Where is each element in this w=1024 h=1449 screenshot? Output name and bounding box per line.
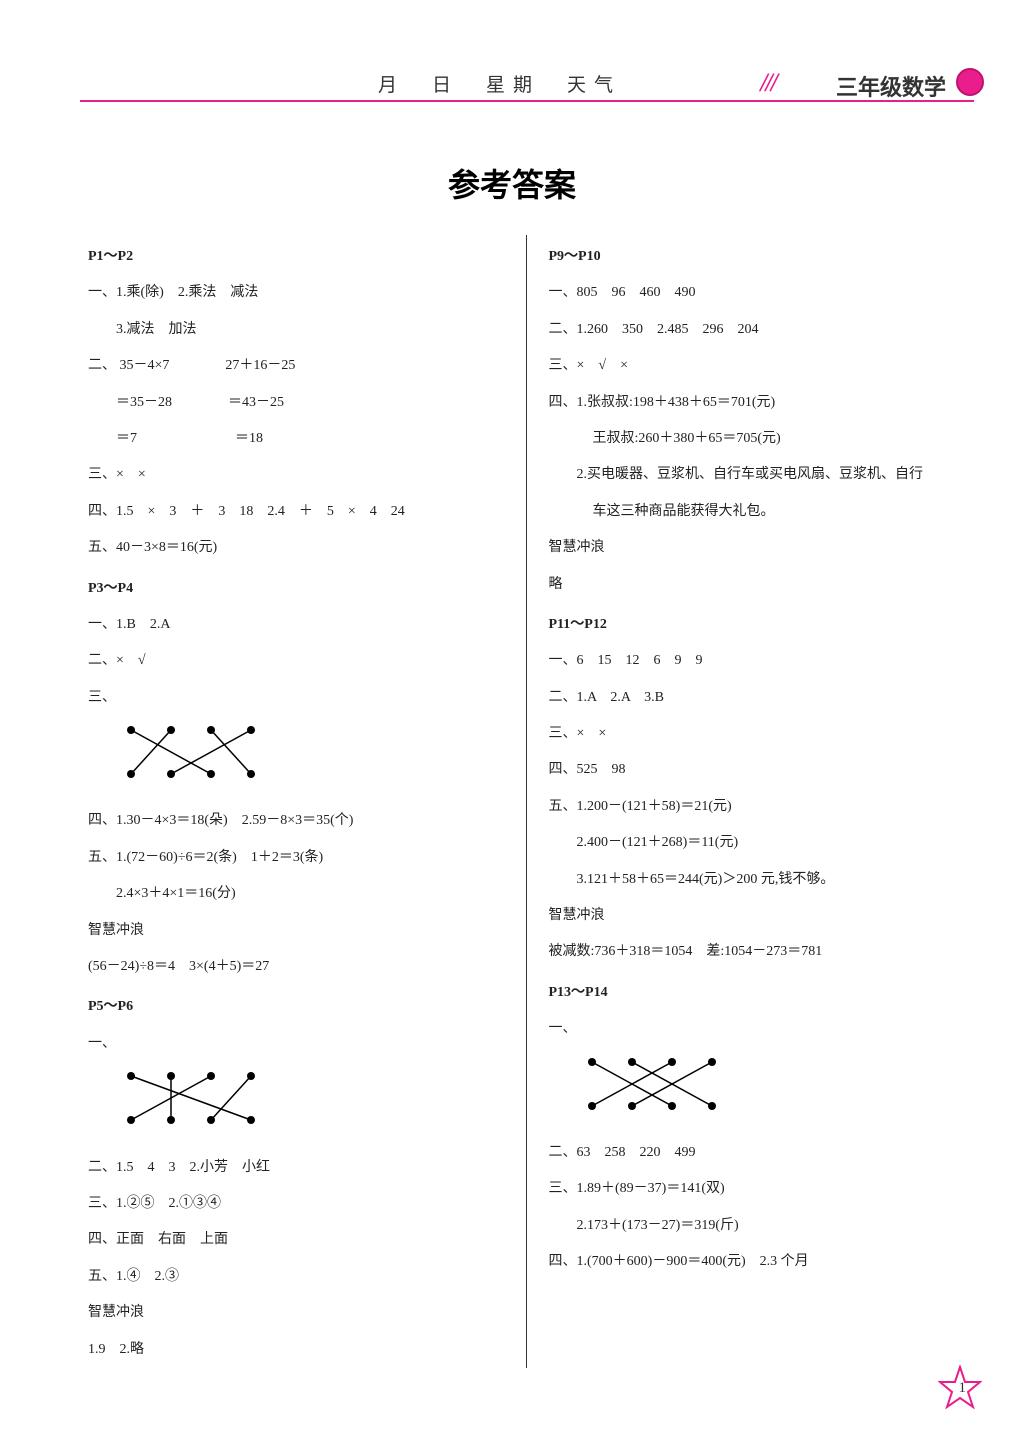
- section-head: P5～P6: [88, 989, 504, 1025]
- answer-line: 五、40－3×8＝16(元): [88, 530, 504, 566]
- answer-line: 一、: [88, 1026, 504, 1062]
- answer-line: ＝35－28 ＝43－25: [88, 385, 504, 421]
- section-head: P9～P10: [549, 239, 965, 275]
- answer-line: 五、1.200－(121＋58)＝21(元): [549, 789, 965, 825]
- section-head: P11～P12: [549, 607, 965, 643]
- answer-line: 一、: [549, 1011, 965, 1047]
- answer-line: 三、× ×: [549, 716, 965, 752]
- answer-line: 1.9 2.略: [88, 1332, 504, 1368]
- answer-line: 2.173＋(173－27)＝319(斤): [549, 1208, 965, 1244]
- answer-line: 智慧冲浪: [549, 530, 965, 566]
- answer-line: 二、1.5 4 3 2.小芳 小红: [88, 1150, 504, 1186]
- answer-line: 车这三种商品能获得大礼包。: [549, 494, 965, 530]
- answer-line: 三、: [88, 680, 504, 716]
- answer-line: 一、6 15 12 6 9 9: [549, 643, 965, 679]
- answer-line: 二、× √: [88, 643, 504, 679]
- answer-line: 四、1.5 × 3 ＋ 3 18 2.4 ＋ 5 × 4 24: [88, 494, 504, 530]
- matching-diagram-b: [116, 1068, 266, 1128]
- page-header: 月 日 星期 天气 /// 三年级数学: [0, 68, 1024, 104]
- answer-line: 四、1.(700＋600)－900＝400(元) 2.3 个月: [549, 1244, 965, 1280]
- answer-line: 五、1.④ 2.③: [88, 1259, 504, 1295]
- answer-line: 智慧冲浪: [88, 913, 504, 949]
- answer-line: 三、1.②⑤ 2.①③④: [88, 1186, 504, 1222]
- page-title: 参考答案: [0, 160, 1024, 206]
- answer-line: (56－24)÷8＝4 3×(4＋5)＝27: [88, 949, 504, 985]
- answer-line: 二、 35－4×7 27＋16－25: [88, 348, 504, 384]
- grade-label: 三年级数学: [836, 70, 946, 102]
- answer-line: 2.买电暖器、豆浆机、自行车或买电风扇、豆浆机、自行: [549, 457, 965, 493]
- answer-line: 3.121＋58＋65＝244(元)＞200 元,钱不够。: [549, 862, 965, 898]
- answer-line: 智慧冲浪: [88, 1295, 504, 1331]
- answer-line: 三、× ×: [88, 457, 504, 493]
- right-column: P9～P10 一、805 96 460 490 二、1.260 350 2.48…: [526, 235, 965, 1368]
- answer-line: 一、805 96 460 490: [549, 275, 965, 311]
- section-head: P13～P14: [549, 975, 965, 1011]
- answer-line: 三、× √ ×: [549, 348, 965, 384]
- answer-line: 三、1.89＋(89－37)＝141(双): [549, 1171, 965, 1207]
- answer-line: 四、1.30－4×3＝18(朵) 2.59－8×3＝35(个): [88, 803, 504, 839]
- answer-line: 被减数:736＋318＝1054 差:1054－273＝781: [549, 934, 965, 970]
- matching-diagram-c: [577, 1054, 727, 1114]
- left-column: P1～P2 一、1.乘(除) 2.乘法 减法 3.减法 加法 二、 35－4×7…: [88, 235, 526, 1368]
- answer-line: 二、1.260 350 2.485 296 204: [549, 312, 965, 348]
- answer-line: 二、1.A 2.A 3.B: [549, 680, 965, 716]
- section-head: P3～P4: [88, 571, 504, 607]
- answer-line: 2.400－(121＋268)＝11(元): [549, 825, 965, 861]
- answer-line: 2.4×3＋4×1＝16(分): [88, 876, 504, 912]
- answer-line: ＝7 ＝18: [88, 421, 504, 457]
- answer-line: 二、63 258 220 499: [549, 1135, 965, 1171]
- answer-line: 四、正面 右面 上面: [88, 1222, 504, 1258]
- page-number: 1: [959, 1380, 967, 1397]
- content-area: P1～P2 一、1.乘(除) 2.乘法 减法 3.减法 加法 二、 35－4×7…: [88, 235, 964, 1368]
- matching-diagram-a: [116, 722, 266, 782]
- circle-icon: [956, 68, 984, 96]
- answer-line: 3.减法 加法: [88, 312, 504, 348]
- answer-line: 王叔叔:260＋380＋65＝705(元): [549, 421, 965, 457]
- section-head: P1～P2: [88, 239, 504, 275]
- answer-line: 四、1.张叔叔:198＋438＋65＝701(元): [549, 385, 965, 421]
- date-fields: 月 日 星期 天气: [378, 70, 621, 97]
- answer-line: 四、525 98: [549, 752, 965, 788]
- answer-line: 一、1.B 2.A: [88, 607, 504, 643]
- answer-line: 略: [549, 567, 965, 603]
- answer-line: 智慧冲浪: [549, 898, 965, 934]
- answer-line: 五、1.(72－60)÷6＝2(条) 1＋2＝3(条): [88, 840, 504, 876]
- slash-decoration: ///: [760, 68, 776, 98]
- answer-line: 一、1.乘(除) 2.乘法 减法: [88, 275, 504, 311]
